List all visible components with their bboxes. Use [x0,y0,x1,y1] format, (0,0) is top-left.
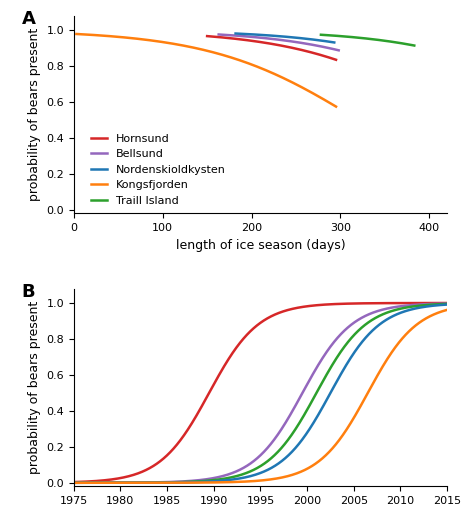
Y-axis label: probability of bears present: probability of bears present [28,301,41,474]
Traill Island [373,37,379,43]
Traill Island [403,41,408,47]
Text: B: B [22,283,35,301]
Legend: Hornsund, Bellsund, Nordenskioldkysten, Kongsfjorden, Traill Island: Hornsund, Bellsund, Nordenskioldkysten, … [90,134,226,206]
Hornsund [205,33,210,39]
Traill Island [319,31,324,38]
Hornsund [281,43,286,49]
Hornsund [283,43,289,50]
Line: Kongsfjorden: Kongsfjorden [77,34,336,107]
Bellsund [287,38,293,44]
Nordenskioldkysten [233,30,239,37]
Traill Island [412,42,417,49]
Bellsund [290,38,295,44]
Nordenskioldkysten [291,35,297,41]
Traill Island [397,40,402,46]
Bellsund [336,47,342,53]
Bellsund [325,44,330,51]
X-axis label: length of ice season (days): length of ice season (days) [176,238,345,252]
Line: Traill Island: Traill Island [321,35,414,46]
Bellsund [216,31,221,38]
Nordenskioldkysten [331,39,337,46]
Nordenskioldkysten [233,30,238,37]
Nordenskioldkysten [293,35,299,41]
Bellsund [287,38,292,44]
Bellsund [216,31,222,38]
Hornsund [204,33,210,39]
Kongsfjorden [292,81,298,87]
Y-axis label: probability of bears present: probability of bears present [28,28,41,201]
Nordenskioldkysten [291,35,297,41]
Kongsfjorden [309,89,314,96]
Kongsfjorden [232,55,238,62]
Hornsund [281,43,287,49]
Line: Bellsund: Bellsund [219,35,339,50]
Kongsfjorden [228,54,234,61]
Traill Island [374,37,379,43]
Kongsfjorden [75,31,80,37]
Bellsund [317,43,323,49]
Traill Island [375,37,381,43]
Hornsund [333,56,339,63]
Nordenskioldkysten [322,38,328,44]
Line: Nordenskioldkysten: Nordenskioldkysten [236,33,334,42]
Nordenskioldkysten [316,37,321,43]
Traill Island [318,31,324,38]
Hornsund [313,50,319,56]
Hornsund [321,53,327,59]
Kongsfjorden [227,54,233,60]
Kongsfjorden [74,31,79,37]
Kongsfjorden [333,104,339,110]
Line: Hornsund: Hornsund [207,36,336,60]
Text: A: A [22,10,35,28]
